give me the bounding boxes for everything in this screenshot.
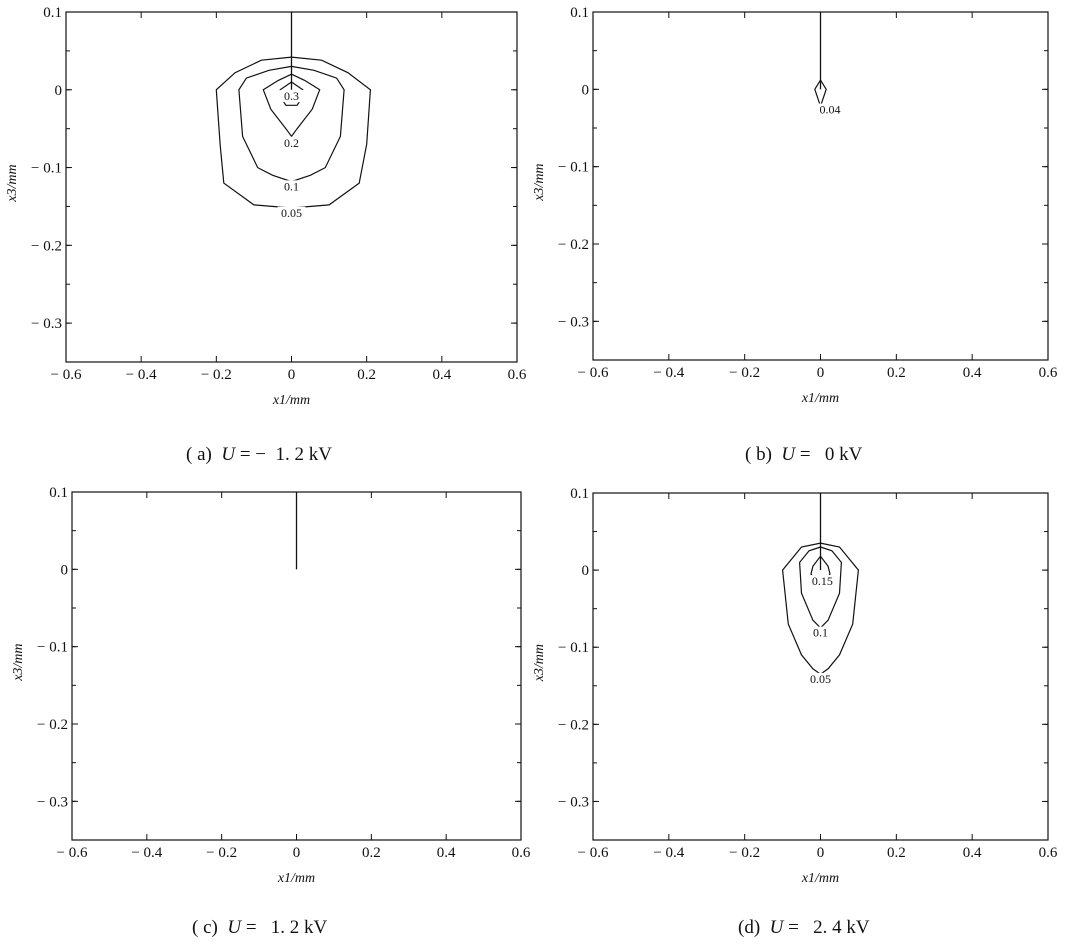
y-tick-label: 0.1 [570, 486, 589, 502]
x-tick-label: − 0.4 [653, 365, 684, 381]
contour-label: 0.04 [819, 103, 840, 117]
x-tick-label: 0.2 [887, 845, 906, 861]
plot-b: − 0.6 − 0.4 − 0.2 0 0.2 0.4 0.6 0.1 0 − 0.1 − 0.2 −… [532, 5, 1058, 406]
caption-variable: U [227, 917, 242, 938]
y-axis-label: x3/mm [532, 644, 547, 682]
caption-variable: U [781, 444, 796, 465]
plot-a: − 0.6 − 0.4 − 0.2 0 0.2 0.4 0.6 0.1 0 − 0.1 − 0.2 −… [5, 5, 527, 408]
panel-b: − 0.6 − 0.4 − 0.2 0 0.2 0.4 0.6 0.1 0 − 0.1 − 0.2 −… [532, 0, 1065, 473]
contour-label: 0.1 [284, 179, 299, 193]
x-axis-label: x1/mm [801, 871, 839, 886]
x-tick-label: − 0.6 [578, 845, 609, 861]
contour-label-bg [806, 626, 835, 639]
x-axis-label: x1/mm [277, 871, 315, 886]
caption-a: ( a) U = − 1. 2 kV [186, 444, 332, 466]
x-tick-label: − 0.2 [206, 845, 237, 861]
x-tick-label: − 0.6 [578, 365, 609, 381]
caption-b: ( b) U = 0 kV [745, 444, 862, 466]
plot-c: − 0.6 − 0.4 − 0.2 0 0.2 0.4 0.6 0.1 0 − 0.1 − 0.2 −… [11, 485, 531, 886]
y-tick-label: − 0.1 [37, 640, 68, 656]
x-tick-label: 0.2 [362, 845, 381, 861]
caption-variable: U [769, 917, 784, 938]
contour-label-bg [277, 90, 306, 103]
caption-prefix: ( a) [186, 444, 212, 465]
y-tick-label: − 0.3 [31, 316, 62, 332]
x-tick-label: 0.4 [963, 365, 982, 381]
x-tick-label: 0 [817, 845, 825, 861]
contour-label-bg [277, 180, 306, 193]
x-tick-label: 0.4 [963, 845, 982, 861]
x-tick-label: 0.2 [887, 365, 906, 381]
caption-value: = − 1. 2 kV [235, 444, 332, 465]
y-tick-label: − 0.1 [558, 160, 589, 176]
y-axis-label: x3/mm [5, 164, 20, 202]
y-tick-label: − 0.3 [558, 314, 589, 330]
x-tick-label: 0.6 [1039, 845, 1058, 861]
caption-prefix: ( b) [745, 444, 772, 465]
x-tick-label: − 0.2 [729, 365, 760, 381]
plot-d: − 0.6 − 0.4 − 0.2 0 0.2 0.4 0.6 0.1 0 − 0.1 − 0.2 −… [532, 486, 1058, 886]
contour-label-bg [277, 206, 306, 219]
y-tick-label: 0.1 [49, 485, 68, 501]
y-tick-label: − 0.3 [37, 794, 68, 810]
contour-label-bg [808, 574, 837, 587]
x-tick-label: 0.4 [437, 845, 456, 861]
caption-value: = 1. 2 kV [241, 917, 328, 938]
x-tick-label: − 0.4 [131, 845, 162, 861]
x-axis-label: x1/mm [272, 393, 310, 408]
panel-a: − 0.6 − 0.4 − 0.2 0 0.2 0.4 0.6 0.1 0 − 0.1 − 0.2 −… [0, 0, 532, 473]
caption-c: ( c) U = 1. 2 kV [192, 917, 327, 939]
y-tick-label: 0 [582, 563, 590, 579]
y-tick-label: 0 [582, 82, 590, 98]
y-tick-label: − 0.2 [558, 237, 589, 253]
y-tick-label: − 0.3 [558, 794, 589, 810]
x-tick-label: 0 [288, 367, 296, 383]
panel-d: − 0.6 − 0.4 − 0.2 0 0.2 0.4 0.6 0.1 0 − 0.1 − 0.2 −… [532, 473, 1065, 946]
y-tick-label: − 0.1 [558, 640, 589, 656]
x-tick-label: − 0.2 [729, 845, 760, 861]
contour-label: 0.05 [810, 672, 831, 686]
x-tick-label: − 0.6 [57, 845, 88, 861]
contour-label: 0.1 [813, 626, 828, 640]
contour-label-bg [815, 103, 844, 116]
caption-prefix: (d) [738, 917, 761, 938]
y-tick-label: − 0.2 [37, 717, 68, 733]
x-tick-label: − 0.4 [653, 845, 684, 861]
y-tick-label: − 0.2 [558, 717, 589, 733]
x-tick-label: 0 [817, 365, 825, 381]
contour-line [262, 73, 321, 138]
contour-label: 0.05 [281, 206, 302, 220]
caption-value: = 0 kV [795, 444, 863, 465]
panel-c: − 0.6 − 0.4 − 0.2 0 0.2 0.4 0.6 0.1 0 − 0.1 − 0.2 −… [0, 473, 532, 946]
x-tick-label: 0.2 [357, 367, 376, 383]
y-axis-label: x3/mm [532, 163, 547, 201]
y-tick-label: 0.1 [570, 5, 589, 21]
x-tick-label: 0.6 [512, 845, 531, 861]
x-tick-label: 0.6 [508, 367, 527, 383]
contour-label: 0.3 [284, 89, 299, 103]
caption-variable: U [221, 444, 236, 465]
caption-d: (d) U = 2. 4 kV [738, 917, 870, 939]
y-tick-label: 0.1 [43, 5, 62, 21]
x-tick-label: 0.4 [432, 367, 451, 383]
y-axis-label: x3/mm [11, 643, 26, 681]
y-tick-label: 0 [61, 562, 69, 578]
caption-value: = 2. 4 kV [783, 917, 870, 938]
contour-label-bg [806, 672, 835, 685]
x-axis-label: x1/mm [801, 391, 839, 406]
x-tick-label: − 0.2 [201, 367, 232, 383]
x-tick-label: − 0.4 [126, 367, 157, 383]
caption-prefix: ( c) [192, 917, 218, 938]
y-tick-label: − 0.1 [31, 161, 62, 177]
x-tick-label: 0 [293, 845, 301, 861]
y-tick-label: − 0.2 [31, 238, 62, 254]
y-tick-label: 0 [55, 83, 63, 99]
x-tick-label: − 0.6 [51, 367, 82, 383]
x-tick-label: 0.6 [1039, 365, 1058, 381]
contour-label: 0.2 [284, 136, 299, 150]
contour-label: 0.15 [812, 574, 833, 588]
contour-label-bg [277, 136, 306, 149]
